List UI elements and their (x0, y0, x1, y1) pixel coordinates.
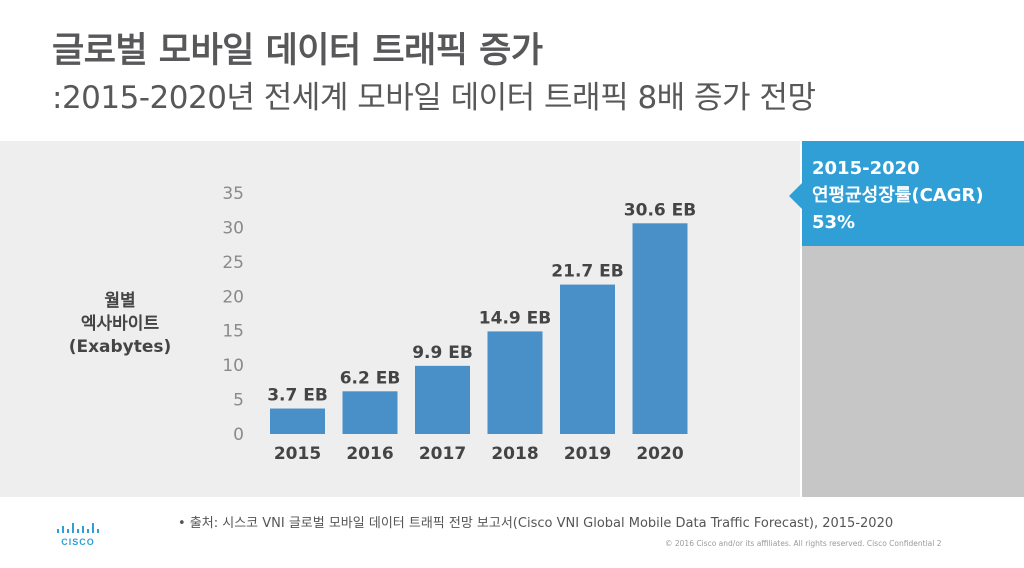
data-label: 30.6 EB (624, 200, 696, 220)
y-tick-label: 20 (222, 287, 244, 307)
cisco-logo-wordmark: CISCO (61, 537, 95, 547)
bar-2016 (342, 391, 398, 434)
x-tick-label: 2019 (564, 444, 611, 464)
slide-title: 글로벌 모바일 데이터 트래픽 증가 (52, 31, 543, 71)
bar-2020 (632, 223, 688, 434)
x-tick-label: 2017 (419, 444, 466, 464)
y-tick-label: 5 (233, 391, 244, 411)
x-tick-label: 2016 (346, 444, 393, 464)
bar-2018 (487, 331, 543, 434)
callout-period: 2015-2020 (812, 158, 920, 179)
bar-2017 (415, 365, 470, 434)
y-axis-label-line-1: 월별 (104, 291, 136, 311)
callout-value: 53% (812, 212, 856, 233)
x-tick-label: 2020 (636, 444, 683, 464)
y-axis-label-line-3: (Exabytes) (68, 337, 172, 357)
y-axis-label: 월별 엑사바이트 (Exabytes) (50, 290, 190, 359)
data-label: 3.7 EB (267, 386, 328, 406)
y-axis-label-line-2: 엑사바이트 (80, 314, 160, 334)
data-label: 6.2 EB (340, 368, 401, 388)
copyright-footer: © 2016 Cisco and/or its affiliates. All … (665, 539, 942, 548)
y-tick-label: 35 (222, 184, 244, 204)
data-label: 9.9 EB (412, 343, 473, 363)
source-note: • 출처: 시스코 VNI 글로벌 모바일 데이터 트래픽 전망 보고서(Cis… (178, 516, 894, 531)
y-tick-label: 25 (222, 253, 244, 273)
cagr-callout-text: 2015-2020 연평균성장률(CAGR) 53% (812, 155, 984, 236)
data-label: 21.7 EB (551, 262, 623, 282)
y-tick-label: 30 (222, 218, 244, 238)
bar-2019 (560, 284, 615, 434)
y-tick-label: 10 (222, 356, 244, 376)
callout-arrow (789, 183, 802, 209)
y-tick-label: 0 (233, 425, 244, 445)
slide-subtitle: :2015-2020년 전세계 모바일 데이터 트래픽 8배 증가 전망 (52, 80, 816, 116)
x-tick-label: 2015 (274, 444, 321, 464)
callout-metric: 연평균성장률(CAGR) (812, 185, 984, 206)
cisco-logo: CISCO (57, 523, 99, 547)
y-tick-label: 15 (222, 322, 244, 342)
bar-2015 (270, 408, 325, 434)
x-tick-label: 2018 (491, 444, 538, 464)
bar-chart: 0 5 10 15 20 25 30 35 3.7 EB 2015 6.2 EB 2016 9.9 EB… (222, 184, 696, 464)
data-label: 14.9 EB (479, 308, 551, 328)
cagr-callout (802, 141, 1024, 246)
